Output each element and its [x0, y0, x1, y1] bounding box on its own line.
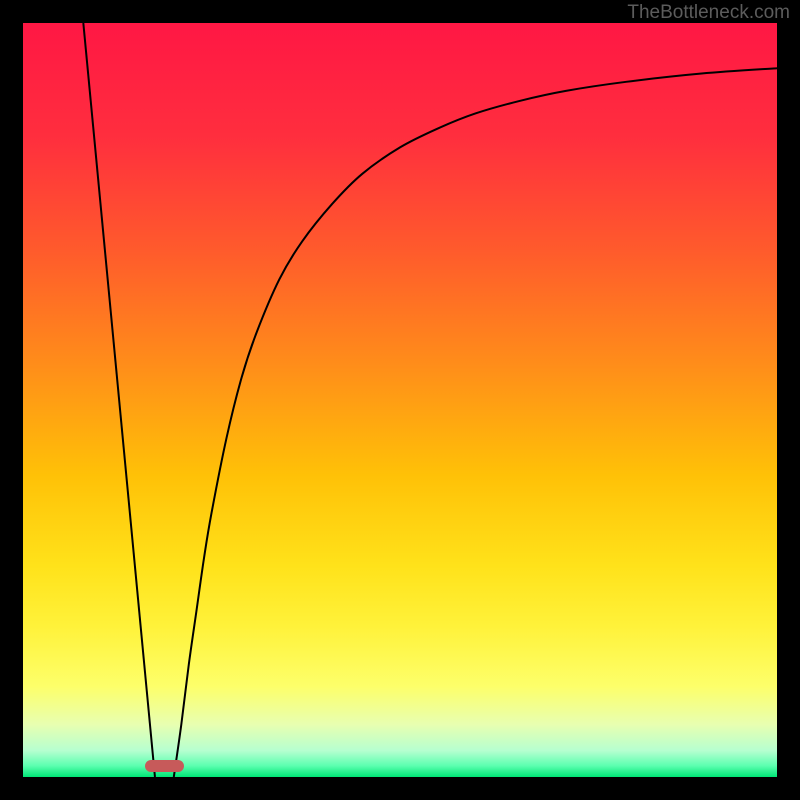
- watermark-text: TheBottleneck.com: [627, 2, 790, 24]
- optimal-marker: [145, 760, 184, 773]
- plot-area: [23, 23, 777, 777]
- chart-container: TheBottleneck.com: [0, 0, 800, 800]
- bottleneck-curve: [23, 23, 777, 777]
